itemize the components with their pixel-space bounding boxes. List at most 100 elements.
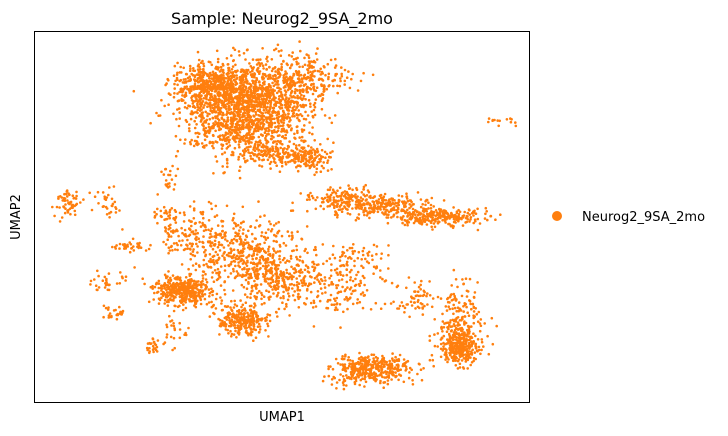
scatter-point [257, 120, 261, 123]
scatter-point [229, 263, 233, 266]
scatter-point [342, 310, 345, 314]
scatter-point [231, 129, 235, 132]
scatter-point [216, 91, 220, 95]
scatter-point [232, 212, 236, 216]
scatter-point [261, 264, 265, 268]
scatter-point [253, 279, 256, 283]
scatter-point [200, 118, 203, 121]
scatter-point [274, 125, 277, 129]
scatter-point [335, 387, 338, 390]
scatter-point [395, 209, 399, 212]
scatter-point [271, 145, 274, 148]
scatter-point [349, 278, 352, 282]
scatter-point [238, 331, 241, 335]
scatter-point [225, 253, 229, 257]
scatter-point [215, 278, 219, 282]
scatter-point [208, 117, 212, 121]
scatter-point [212, 79, 215, 82]
scatter-point [381, 202, 384, 205]
scatter-point [411, 207, 415, 211]
scatter-point [406, 208, 409, 212]
scatter-point [272, 136, 275, 139]
scatter-point [247, 332, 251, 336]
scatter-point [252, 249, 256, 253]
scatter-point [231, 59, 235, 63]
scatter-point [339, 326, 342, 329]
scatter-point [406, 212, 410, 215]
scatter-point [237, 155, 241, 159]
scatter-point [313, 139, 317, 142]
scatter-point [199, 83, 203, 86]
scatter-point [178, 278, 182, 282]
scatter-point [287, 160, 290, 164]
scatter-point [262, 146, 265, 149]
scatter-point [210, 305, 214, 309]
scatter-point [229, 116, 233, 120]
scatter-point [225, 318, 229, 321]
scatter-point [266, 140, 270, 144]
scatter-point [276, 43, 280, 47]
scatter-point [268, 76, 272, 79]
scatter-point [230, 103, 233, 107]
scatter-point [255, 257, 258, 260]
scatter-point [320, 70, 324, 74]
scatter-point [254, 113, 258, 116]
scatter-point [306, 209, 309, 213]
scatter-point [133, 266, 136, 269]
scatter-point [331, 253, 335, 256]
scatter-point [203, 81, 206, 84]
scatter-point [319, 67, 323, 71]
scatter-point [234, 234, 237, 238]
scatter-point [256, 320, 260, 323]
scatter-point [315, 167, 319, 171]
scatter-point [282, 290, 285, 294]
scatter-point [246, 311, 249, 315]
scatter-point [184, 276, 188, 279]
scatter-point [405, 197, 409, 200]
scatter-point [277, 307, 281, 311]
scatter-point [244, 242, 247, 245]
scatter-point [190, 95, 194, 98]
scatter-point [269, 84, 272, 88]
scatter-point [300, 279, 303, 282]
scatter-point [384, 279, 388, 282]
scatter-point [283, 103, 287, 107]
scatter-point [434, 219, 437, 223]
scatter-point [293, 84, 297, 87]
scatter-point [269, 103, 272, 107]
scatter-point [262, 108, 266, 112]
scatter-point [228, 316, 231, 320]
scatter-point [199, 298, 203, 302]
scatter-point [263, 88, 267, 91]
scatter-point [251, 257, 254, 261]
scatter-point [246, 268, 249, 272]
scatter-point [264, 238, 268, 241]
scatter-point [258, 80, 261, 84]
scatter-point [339, 290, 343, 294]
scatter-point [230, 111, 233, 114]
scatter-point [221, 165, 224, 168]
scatter-point [219, 296, 222, 299]
scatter-point [333, 206, 336, 209]
scatter-point [157, 302, 161, 305]
scatter-point [282, 285, 285, 288]
scatter-point [194, 294, 198, 297]
scatter-point [377, 207, 381, 210]
scatter-point [304, 118, 308, 121]
scatter-point [157, 282, 161, 285]
scatter-point [212, 122, 215, 125]
scatter-point [238, 87, 242, 90]
scatter-point [266, 116, 270, 119]
scatter-point [363, 293, 367, 297]
scatter-point [239, 152, 242, 156]
scatter-point [256, 129, 260, 132]
scatter-point [246, 295, 249, 299]
scatter-point [230, 332, 234, 336]
scatter-point [173, 64, 177, 68]
scatter-point [266, 324, 270, 328]
scatter-point [208, 127, 212, 131]
scatter-point [179, 138, 182, 142]
scatter-point [268, 313, 272, 317]
scatter-point [352, 289, 356, 293]
scatter-point [229, 97, 233, 100]
